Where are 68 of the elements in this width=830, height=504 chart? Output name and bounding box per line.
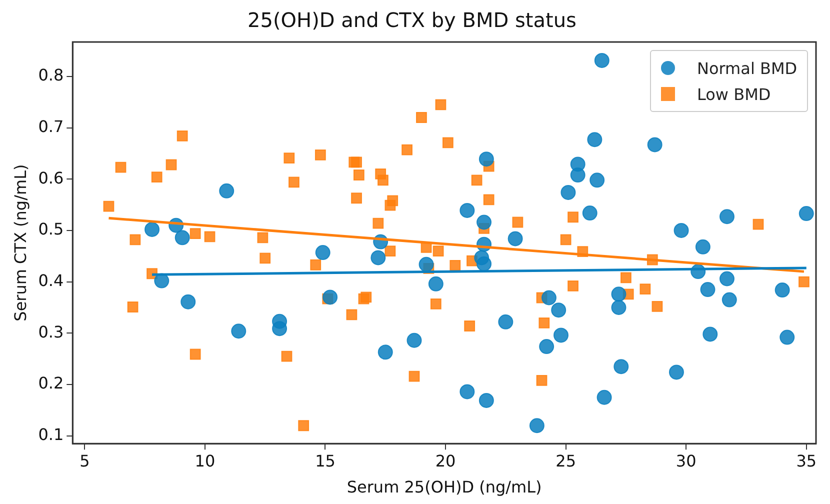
point <box>418 256 434 272</box>
point <box>590 172 605 188</box>
point <box>668 364 684 380</box>
y-tick-label: 0.2 <box>38 374 64 393</box>
x-tick-label: 15 <box>315 451 336 470</box>
x-axis-title: Serum 25(OH)D (ng/mL) <box>346 478 542 497</box>
point <box>719 209 734 224</box>
point <box>460 384 475 400</box>
point <box>554 328 568 343</box>
y-axis-title: Serum CTX (ng/mL) <box>10 164 30 322</box>
point <box>478 152 494 167</box>
legend-label: Low BMD <box>697 84 771 104</box>
point <box>539 339 554 354</box>
point <box>315 245 330 260</box>
point <box>478 392 494 408</box>
y-tick-label: 0.1 <box>38 425 64 444</box>
point <box>774 282 790 298</box>
point <box>596 390 612 405</box>
point <box>647 137 662 152</box>
point <box>428 276 444 292</box>
point <box>587 132 602 148</box>
point <box>722 292 737 308</box>
point <box>476 256 492 272</box>
point <box>508 231 523 246</box>
y-tick-label: 0.6 <box>38 168 64 188</box>
y-tick-label: 0.4 <box>38 270 64 290</box>
point <box>611 300 626 316</box>
point <box>529 418 544 434</box>
point <box>798 206 814 222</box>
point <box>322 290 338 305</box>
point <box>582 206 598 221</box>
point <box>541 290 556 306</box>
point <box>700 282 716 298</box>
point <box>180 294 196 310</box>
point <box>272 321 288 336</box>
point <box>614 359 629 374</box>
point <box>780 330 795 345</box>
point <box>560 184 576 200</box>
point <box>231 324 246 339</box>
point <box>219 183 234 198</box>
point <box>174 230 190 246</box>
y-tick-label: 0.3 <box>38 322 64 342</box>
x-tick-label: 5 <box>80 451 90 470</box>
y-tick-label: 0.5 <box>38 220 64 239</box>
point <box>702 326 718 342</box>
x-tick-label: 25 <box>556 451 576 470</box>
point <box>570 168 586 183</box>
y-tick-label: 0.7 <box>38 116 64 136</box>
point <box>695 239 710 254</box>
point <box>551 302 566 318</box>
x-tick-label: 30 <box>676 451 696 470</box>
point <box>498 314 514 330</box>
x-tick-label: 35 <box>796 451 817 470</box>
point <box>611 286 626 302</box>
point <box>594 52 610 68</box>
point <box>460 202 475 218</box>
point <box>719 271 734 286</box>
chart-title: 25(OH)D and CTX by BMD status <box>248 8 576 32</box>
point <box>476 214 492 230</box>
point <box>674 222 689 238</box>
point <box>406 332 422 348</box>
x-tick-label: 20 <box>435 451 456 470</box>
x-tick-label: 10 <box>194 451 216 470</box>
point <box>370 250 386 266</box>
y-tick-label: 0.8 <box>38 66 64 85</box>
legend-label: Normal BMD <box>697 58 798 78</box>
point <box>144 222 160 237</box>
point <box>378 344 393 360</box>
